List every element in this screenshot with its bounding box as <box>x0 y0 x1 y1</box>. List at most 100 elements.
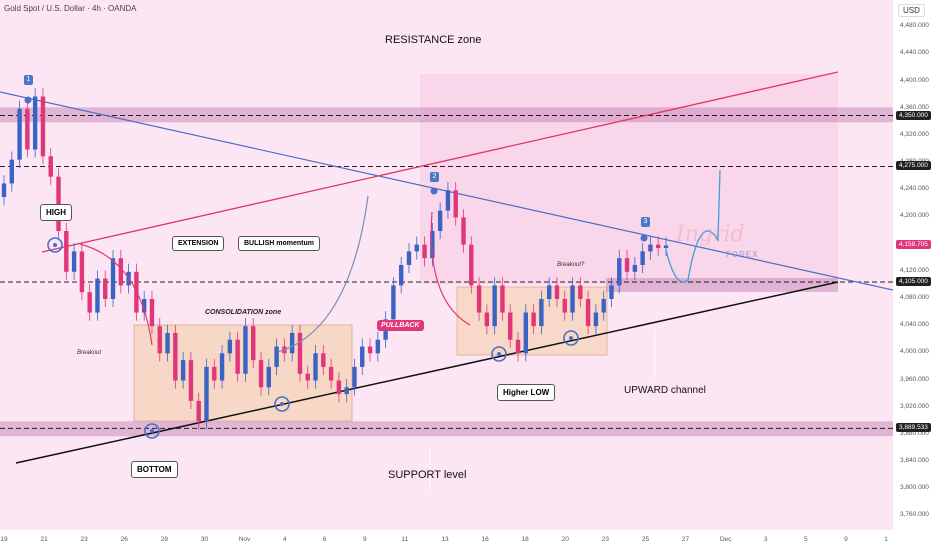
candle-body <box>539 298 544 327</box>
candle-body <box>391 285 396 320</box>
price-tag: 4,105.000 <box>896 276 931 286</box>
x-tick-label: 19 <box>0 536 8 543</box>
pivot-dot-1 <box>150 429 154 433</box>
candle-body <box>71 251 77 272</box>
candle-body <box>87 292 92 313</box>
candle-body <box>212 366 217 381</box>
candle-body <box>640 251 645 265</box>
x-tick-label: 3 <box>763 536 768 543</box>
candle-body <box>562 298 567 313</box>
candle-body <box>508 312 513 340</box>
y-tick-label: 3,800.000 <box>900 484 929 492</box>
wave-point-2 <box>640 234 648 242</box>
y-tick-label: 3,960.000 <box>900 375 929 383</box>
candle-body <box>48 156 53 177</box>
candle-body <box>17 108 22 160</box>
candle-body <box>469 244 474 286</box>
rising-resistance-line <box>41 71 839 253</box>
x-tick-label: Nov <box>238 536 251 543</box>
support-band <box>0 421 893 437</box>
x-tick-label: 9 <box>363 536 367 543</box>
candle-body <box>336 380 342 395</box>
higher-low-label: Higher LOW <box>497 384 556 401</box>
candle-body <box>110 258 116 299</box>
bottom-label: BOTTOM <box>131 461 178 478</box>
candle-body <box>297 332 303 374</box>
pivot-marker-0 <box>47 237 63 253</box>
candle-body <box>344 387 349 395</box>
high-label: HIGH <box>40 204 72 221</box>
candle-body <box>79 251 85 293</box>
candle-body <box>617 258 622 286</box>
currency-badge[interactable]: USD <box>898 4 925 17</box>
time-axis-background <box>0 530 893 550</box>
pivot-dot-3 <box>497 352 501 356</box>
y-tick-label: 4,400.000 <box>900 76 929 84</box>
pivot-marker-4 <box>563 330 579 346</box>
x-tick-label: 23 <box>601 536 609 543</box>
wave-point-0 <box>24 96 32 104</box>
y-tick-label: 4,480.000 <box>900 22 929 30</box>
candle-body <box>367 346 373 354</box>
candle-body <box>360 346 365 367</box>
candle-body <box>251 326 256 361</box>
candle-body <box>25 108 30 150</box>
candle-body <box>632 265 638 272</box>
x-tick-label: 28 <box>160 536 168 543</box>
candle-body <box>328 366 334 381</box>
price-tag: 4,158.705 <box>896 240 931 250</box>
candle-body <box>1 183 7 198</box>
wave-badge-2[interactable]: 2 <box>430 172 439 182</box>
candle-body <box>601 298 606 313</box>
x-tick-label: 20 <box>561 536 569 543</box>
resistance-zone-label: RESISTANCE zone <box>385 34 482 46</box>
price-tag: 4,275.000 <box>896 161 931 171</box>
candle-body <box>554 285 560 299</box>
extension-arrow <box>79 243 153 346</box>
candle-body <box>95 278 100 313</box>
candle-body <box>157 326 162 354</box>
candle-body <box>500 285 505 313</box>
target-zone <box>420 74 838 284</box>
candle-body <box>445 190 451 211</box>
candle-body <box>515 339 521 354</box>
candle-body <box>422 244 427 259</box>
x-tick-label: 26 <box>120 536 128 543</box>
pivot-dot-0 <box>53 243 57 247</box>
candle-body <box>243 326 248 374</box>
y-tick-label: 4,080.000 <box>900 293 929 301</box>
candle-body <box>64 231 69 272</box>
bullish-momentum-label: BULLISH momentum <box>238 236 320 251</box>
price-tag: 3,889.533 <box>896 423 931 433</box>
pivot-marker-3 <box>491 346 507 362</box>
momentum-arrow <box>277 195 369 353</box>
x-tick-label: 13 <box>441 536 449 543</box>
candle-body <box>40 96 46 157</box>
symbol-title[interactable]: Gold Spot / U.S. Dollar · 4h · OANDA <box>4 4 137 13</box>
candle-body <box>437 210 443 232</box>
breakout-question-label: Breakout? <box>557 262 585 268</box>
x-tick-label: Dec <box>719 536 732 543</box>
y-tick-label: 3,920.000 <box>900 402 929 410</box>
watermark-logo: Ingrid <box>676 222 745 247</box>
price-tag: 4,350.000 <box>896 110 931 120</box>
extension-label: EXTENSION <box>172 236 225 251</box>
candle-body <box>165 332 170 354</box>
y-tick-label: 4,200.000 <box>900 212 929 220</box>
candle-body <box>609 285 614 299</box>
x-tick-label: 23 <box>80 536 88 543</box>
wave-badge-1[interactable]: 1 <box>24 75 33 85</box>
resistance-band <box>0 107 893 123</box>
candle-body <box>352 366 357 388</box>
candle-body <box>656 244 661 249</box>
candle-body <box>453 190 458 218</box>
y-tick-label: 3,760.000 <box>900 511 929 519</box>
y-tick-label: 4,040.000 <box>900 321 929 329</box>
candle-body <box>430 231 435 259</box>
wave-point-1 <box>430 187 438 195</box>
candle-body <box>570 285 575 313</box>
candle-body <box>289 332 295 354</box>
support-level-label: SUPPORT level <box>388 469 467 481</box>
wave-badge-3[interactable]: 3 <box>641 217 650 227</box>
